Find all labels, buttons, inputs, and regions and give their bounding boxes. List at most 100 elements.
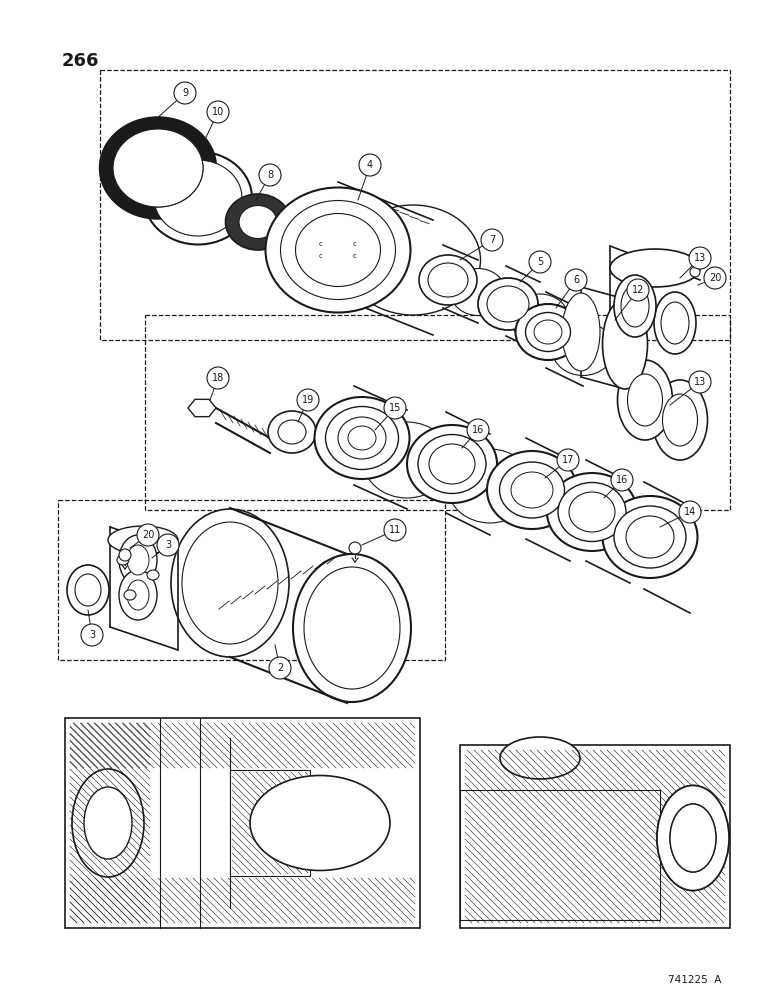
Ellipse shape: [451, 268, 506, 316]
Circle shape: [565, 269, 587, 291]
Bar: [230, 770, 310, 876]
Ellipse shape: [84, 787, 132, 859]
Ellipse shape: [670, 804, 716, 872]
Ellipse shape: [428, 263, 468, 297]
Ellipse shape: [338, 417, 386, 459]
Ellipse shape: [654, 292, 696, 354]
Ellipse shape: [304, 567, 400, 689]
Circle shape: [481, 229, 503, 251]
Ellipse shape: [144, 151, 252, 244]
Ellipse shape: [348, 426, 376, 450]
Ellipse shape: [670, 804, 716, 872]
Ellipse shape: [117, 555, 129, 565]
Circle shape: [679, 501, 701, 523]
Ellipse shape: [113, 129, 203, 207]
Ellipse shape: [407, 425, 497, 503]
Text: 14: 14: [684, 507, 696, 517]
Circle shape: [137, 524, 159, 546]
Ellipse shape: [628, 374, 662, 426]
Ellipse shape: [499, 462, 564, 518]
Text: 18: 18: [212, 373, 224, 383]
Bar: [460, 745, 730, 928]
Ellipse shape: [363, 422, 451, 498]
Text: 7: 7: [489, 235, 495, 245]
Polygon shape: [188, 399, 216, 417]
Ellipse shape: [108, 526, 178, 554]
Circle shape: [529, 251, 551, 273]
Ellipse shape: [225, 194, 290, 250]
Text: 3: 3: [89, 630, 95, 640]
Ellipse shape: [511, 472, 553, 508]
Text: 16: 16: [616, 475, 628, 485]
Circle shape: [207, 101, 229, 123]
Ellipse shape: [500, 737, 580, 779]
Text: 2: 2: [277, 663, 283, 673]
Ellipse shape: [418, 434, 486, 493]
Text: 9: 9: [182, 88, 188, 98]
Ellipse shape: [119, 535, 157, 585]
Ellipse shape: [614, 275, 656, 337]
Ellipse shape: [124, 590, 136, 600]
Ellipse shape: [326, 406, 398, 470]
Ellipse shape: [657, 786, 729, 890]
Ellipse shape: [610, 249, 700, 287]
Ellipse shape: [72, 769, 144, 877]
Ellipse shape: [75, 574, 101, 606]
Ellipse shape: [511, 294, 569, 344]
Text: c: c: [353, 241, 357, 247]
Ellipse shape: [100, 118, 215, 218]
Text: 13: 13: [694, 253, 706, 263]
Ellipse shape: [626, 516, 674, 558]
Circle shape: [359, 154, 381, 176]
Ellipse shape: [652, 380, 707, 460]
Circle shape: [689, 371, 711, 393]
Circle shape: [119, 549, 131, 561]
Text: 19: 19: [302, 395, 314, 405]
Text: 5: 5: [537, 257, 543, 267]
Ellipse shape: [154, 160, 242, 236]
Ellipse shape: [558, 483, 626, 542]
Text: 266: 266: [62, 52, 100, 70]
Ellipse shape: [127, 545, 149, 575]
Text: 6: 6: [573, 275, 579, 285]
Circle shape: [627, 279, 649, 301]
Ellipse shape: [448, 449, 533, 523]
Ellipse shape: [618, 360, 672, 440]
Text: c: c: [353, 253, 357, 259]
Circle shape: [611, 469, 633, 491]
Text: 12: 12: [631, 285, 644, 295]
Ellipse shape: [526, 312, 571, 352]
Ellipse shape: [569, 492, 615, 532]
Ellipse shape: [182, 522, 278, 644]
Ellipse shape: [296, 214, 381, 286]
Circle shape: [259, 164, 281, 186]
Circle shape: [690, 267, 700, 277]
Ellipse shape: [534, 320, 562, 344]
Circle shape: [384, 519, 406, 541]
Circle shape: [157, 534, 179, 556]
Text: 741225  A: 741225 A: [668, 975, 721, 985]
Text: c: c: [319, 241, 323, 247]
Text: 11: 11: [389, 525, 401, 535]
Ellipse shape: [113, 129, 203, 207]
Circle shape: [384, 397, 406, 419]
Text: 20: 20: [142, 530, 154, 540]
Ellipse shape: [661, 302, 689, 344]
Ellipse shape: [487, 286, 529, 322]
Ellipse shape: [314, 397, 409, 479]
Ellipse shape: [268, 411, 316, 453]
Ellipse shape: [100, 118, 215, 218]
Text: 16: 16: [472, 425, 484, 435]
Ellipse shape: [346, 205, 480, 315]
Bar: [65, 718, 420, 928]
Ellipse shape: [250, 776, 390, 870]
Text: 13: 13: [694, 377, 706, 387]
Ellipse shape: [478, 278, 538, 330]
Circle shape: [704, 267, 726, 289]
Circle shape: [81, 624, 103, 646]
Ellipse shape: [562, 293, 600, 371]
Ellipse shape: [429, 444, 475, 484]
Circle shape: [297, 389, 319, 411]
Circle shape: [467, 419, 489, 441]
Text: 3: 3: [165, 540, 171, 550]
